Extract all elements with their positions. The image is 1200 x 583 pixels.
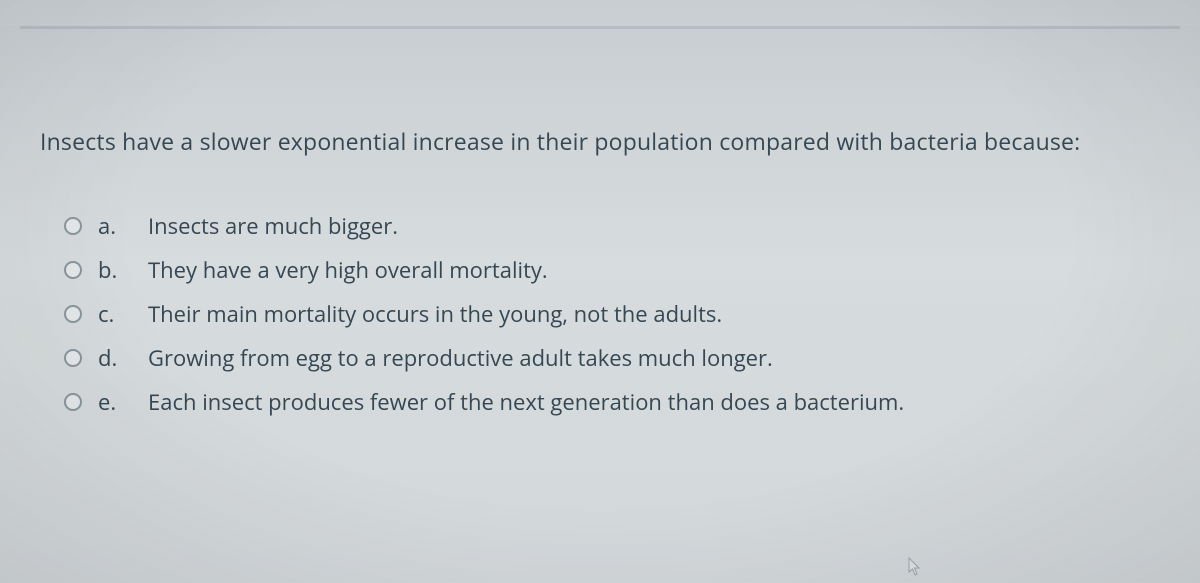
- quiz-screen: Insects have a slower exponential increa…: [0, 26, 1200, 583]
- divider-top: [20, 26, 1180, 29]
- option-text: Insects are much bigger.: [148, 211, 1160, 241]
- option-text: Each insect produces fewer of the next g…: [148, 387, 1160, 417]
- option-letter: b.: [98, 255, 124, 285]
- option-b[interactable]: b. They have a very high overall mortali…: [64, 255, 1160, 285]
- option-letter: c.: [98, 299, 124, 329]
- radio-icon[interactable]: [64, 261, 82, 279]
- question-text: Insects have a slower exponential increa…: [40, 125, 1160, 157]
- radio-icon[interactable]: [64, 305, 82, 323]
- option-a[interactable]: a. Insects are much bigger.: [64, 211, 1160, 241]
- option-letter: d.: [98, 343, 124, 373]
- radio-icon[interactable]: [64, 217, 82, 235]
- radio-icon[interactable]: [64, 349, 82, 367]
- question-block: Insects have a slower exponential increa…: [20, 125, 1180, 417]
- option-letter: e.: [98, 387, 124, 417]
- option-text: They have a very high overall mortality.: [148, 255, 1160, 285]
- option-c[interactable]: c. Their main mortality occurs in the yo…: [64, 299, 1160, 329]
- option-d[interactable]: d. Growing from egg to a reproductive ad…: [64, 343, 1160, 373]
- options-list: a. Insects are much bigger. b. They have…: [40, 211, 1160, 417]
- option-text: Their main mortality occurs in the young…: [148, 299, 1160, 329]
- cursor-icon: [908, 557, 922, 577]
- option-letter: a.: [98, 211, 124, 241]
- option-text: Growing from egg to a reproductive adult…: [148, 343, 1160, 373]
- radio-icon[interactable]: [64, 393, 82, 411]
- option-e[interactable]: e. Each insect produces fewer of the nex…: [64, 387, 1160, 417]
